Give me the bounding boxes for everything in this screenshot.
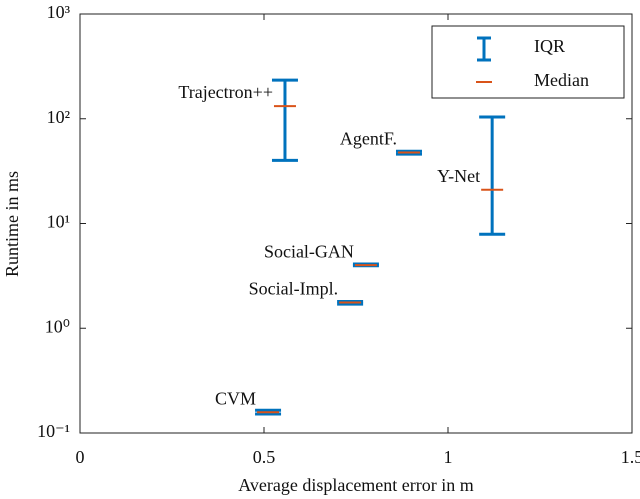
point-label: Social-Impl. [249,279,338,299]
point-label: CVM [215,388,256,408]
point-label: AgentF. [340,129,397,149]
x-axis-label: Average displacement error in m [238,475,474,495]
y-tick-label: 10¹ [47,212,70,232]
x-tick-label: 0 [76,447,85,467]
point-label: Y-Net [437,166,480,186]
iqr-bar [479,115,506,236]
y-tick-label: 10³ [47,2,71,22]
x-tick-label: 0.5 [253,447,276,467]
y-tick-label: 10² [47,107,70,127]
point-label: Trajectron++ [178,82,273,102]
x-tick-label: 1.5 [621,447,640,467]
legend-iqr-icon [477,36,491,62]
y-axis-label: Runtime in ms [2,171,22,277]
legend-box [431,25,625,99]
iqr-bar [271,78,298,162]
legend-label: Median [534,70,589,90]
y-tick-label: 10⁻¹ [37,421,70,441]
point-label: Social-GAN [264,241,354,261]
legend-label: IQR [534,36,565,56]
x-tick-label: 1 [444,447,453,467]
y-tick-label: 10⁰ [45,316,70,336]
